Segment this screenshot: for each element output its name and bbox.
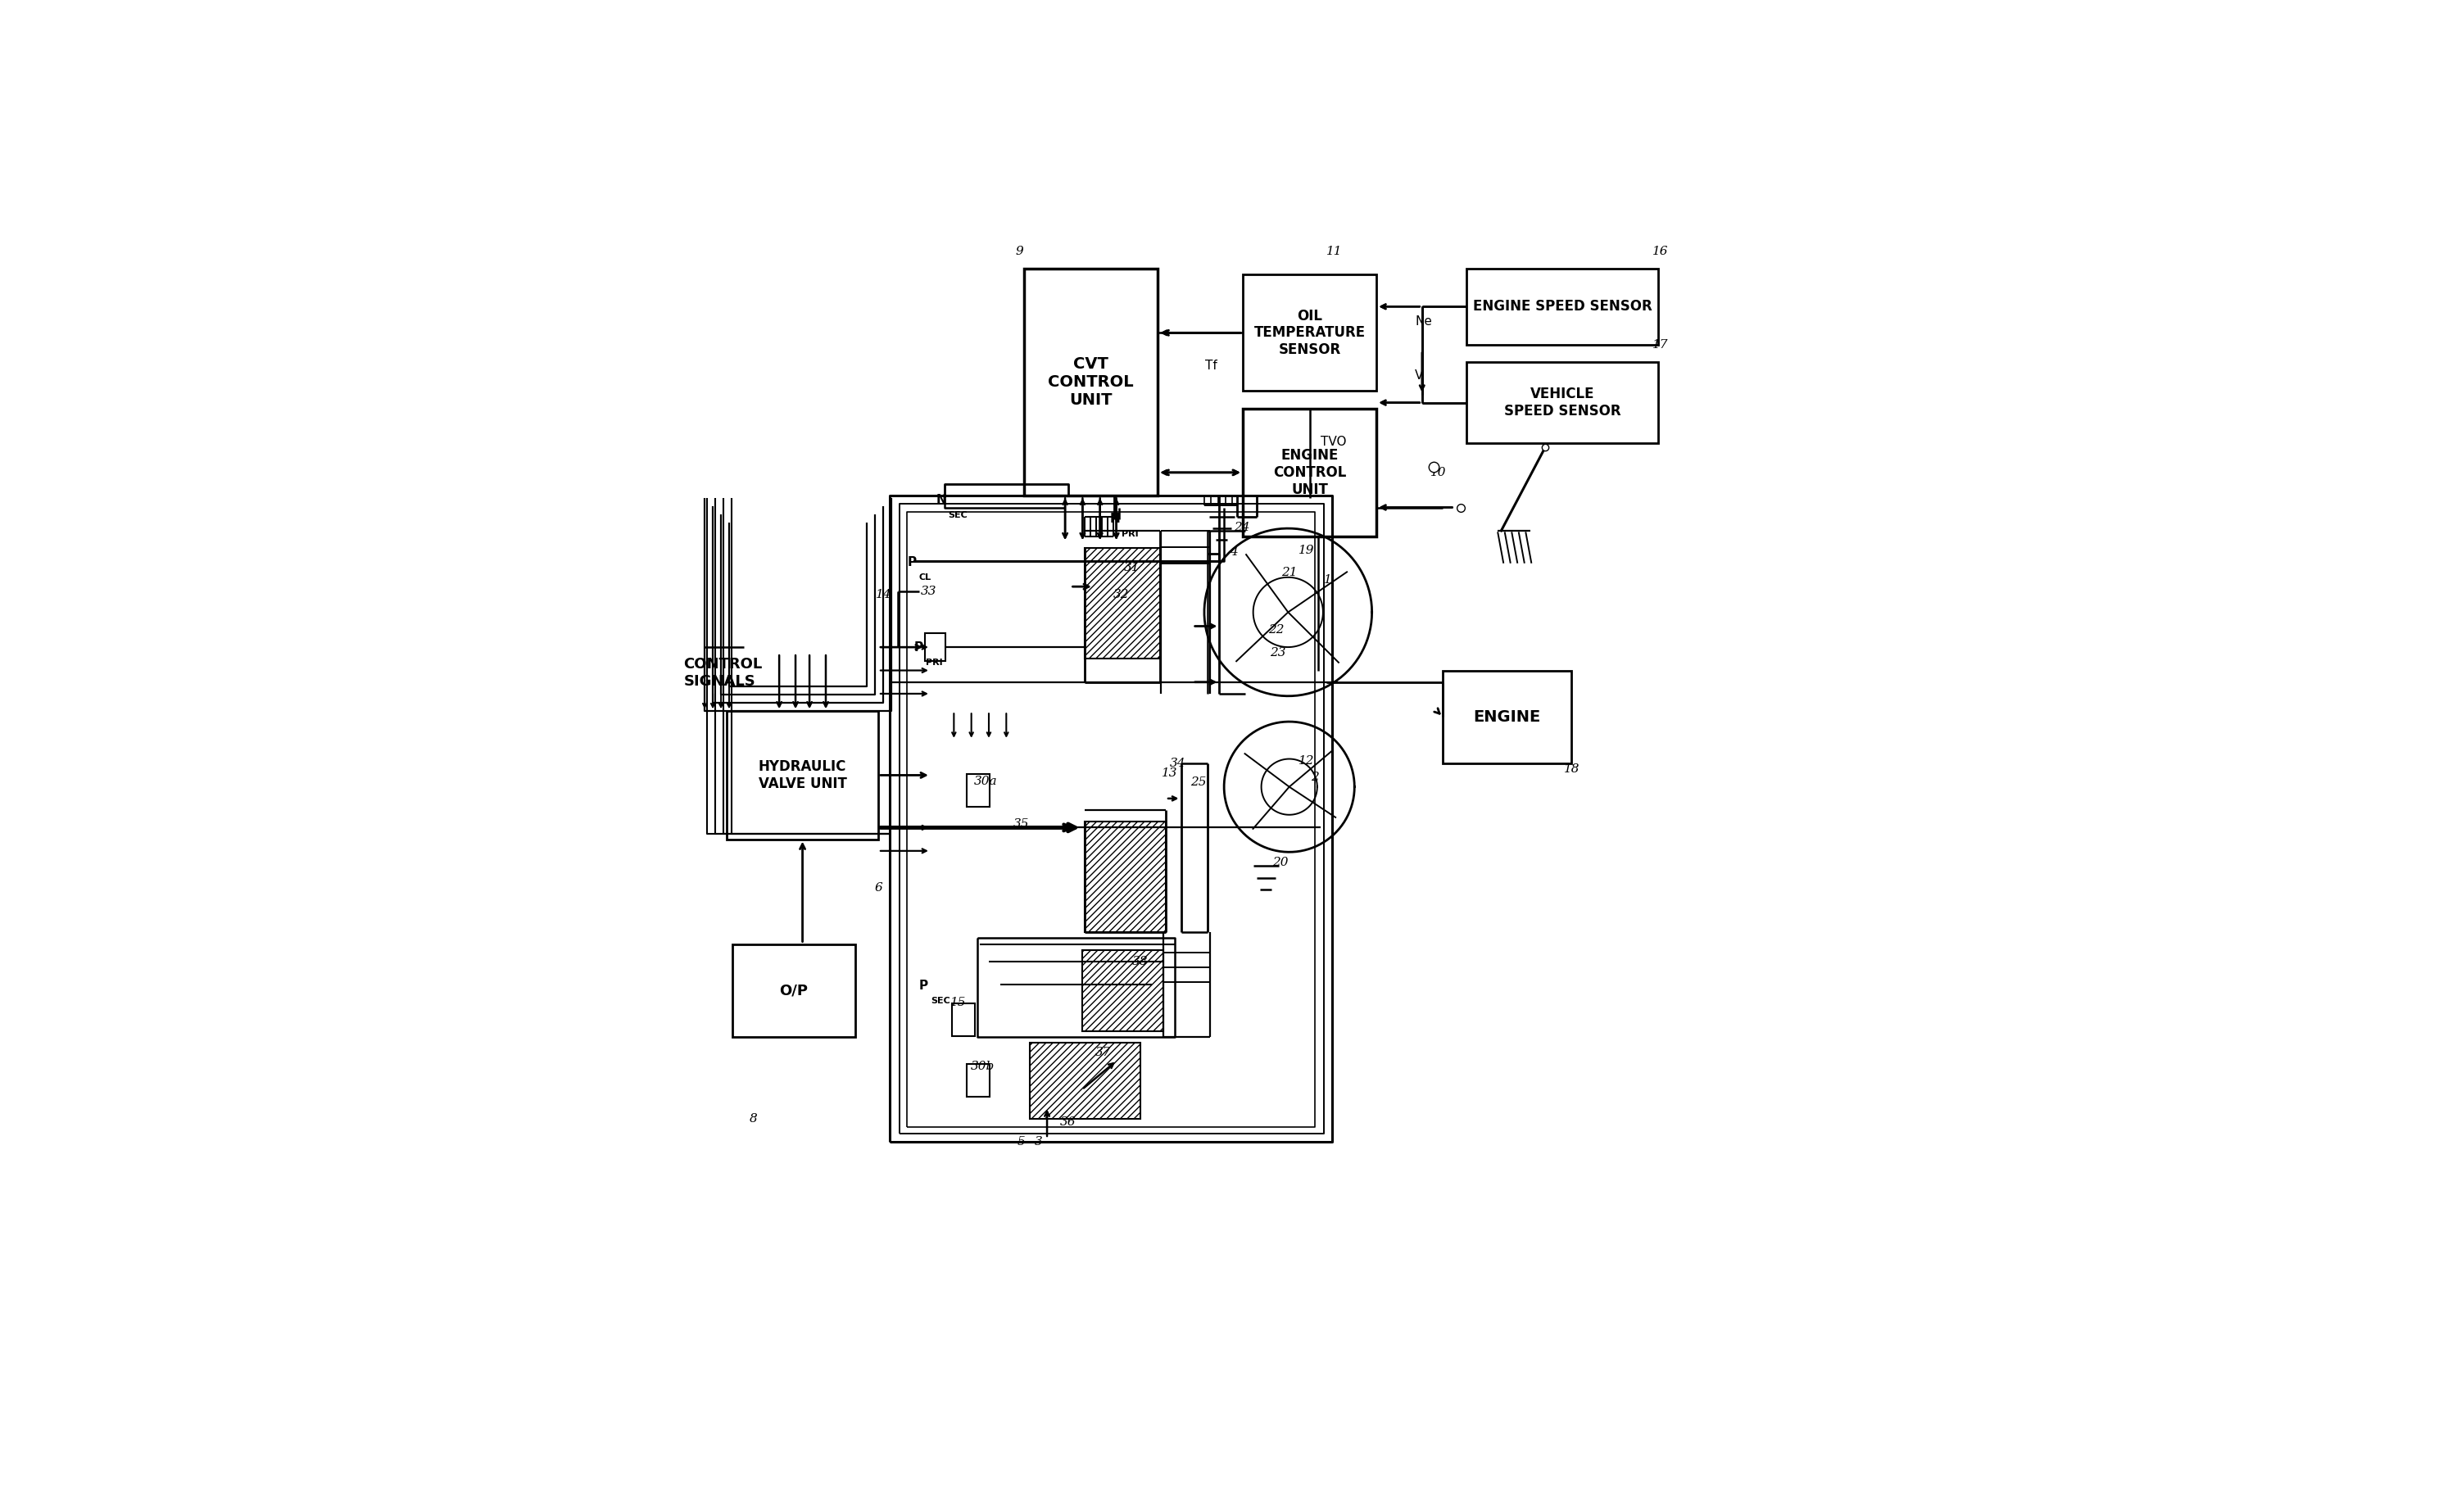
Bar: [726, 711, 878, 839]
Text: 5: 5: [1018, 1136, 1025, 1148]
Text: 22: 22: [1268, 624, 1285, 635]
Text: V: V: [1415, 370, 1425, 383]
Text: P: P: [907, 556, 917, 569]
Text: 19: 19: [1300, 544, 1314, 556]
Text: OIL
TEMPERATURE
SENSOR: OIL TEMPERATURE SENSOR: [1253, 308, 1366, 357]
Bar: [1084, 549, 1160, 659]
Text: CL: CL: [920, 573, 932, 582]
Text: PRI: PRI: [927, 658, 944, 667]
Bar: [1025, 269, 1157, 496]
Text: 35: 35: [1013, 818, 1030, 830]
Text: 31: 31: [1123, 562, 1140, 573]
Text: Ne: Ne: [1415, 314, 1432, 327]
Text: P: P: [920, 980, 927, 992]
Bar: [1081, 950, 1165, 1031]
Text: N: N: [1111, 513, 1121, 525]
Text: 13: 13: [1162, 767, 1177, 779]
Text: ENGINE: ENGINE: [1474, 709, 1540, 724]
Text: 10: 10: [1430, 467, 1447, 478]
Text: 24: 24: [1233, 522, 1251, 532]
Bar: [951, 1004, 976, 1036]
Text: 3: 3: [1035, 1136, 1042, 1148]
Bar: [1466, 269, 1658, 345]
Bar: [1030, 1043, 1140, 1119]
Text: 30b: 30b: [971, 1060, 996, 1072]
Text: 17: 17: [1653, 339, 1670, 351]
Text: SEC: SEC: [932, 996, 949, 1005]
Text: 16: 16: [1653, 245, 1670, 257]
Text: 8: 8: [750, 1113, 758, 1125]
Text: HYDRAULIC
VALVE UNIT: HYDRAULIC VALVE UNIT: [758, 759, 846, 791]
Text: 14: 14: [875, 590, 893, 600]
Bar: [1442, 670, 1572, 764]
Text: 36: 36: [1059, 1116, 1076, 1128]
Text: 1: 1: [1324, 575, 1331, 585]
Bar: [1466, 361, 1658, 443]
Text: 15: 15: [951, 996, 966, 1009]
Bar: [966, 774, 991, 806]
Text: 6: 6: [875, 883, 883, 894]
Text: 21: 21: [1282, 567, 1297, 579]
Text: O/P: O/P: [780, 983, 809, 998]
Text: 23: 23: [1270, 647, 1285, 659]
Text: Tf: Tf: [1206, 360, 1219, 372]
Text: 11: 11: [1327, 245, 1344, 257]
Text: 32: 32: [1113, 590, 1130, 600]
Text: ENGINE
CONTROL
UNIT: ENGINE CONTROL UNIT: [1273, 448, 1346, 497]
Bar: [924, 634, 946, 661]
Text: CONTROL
SIGNALS: CONTROL SIGNALS: [684, 656, 763, 688]
Text: PRI: PRI: [1121, 531, 1138, 538]
Text: 20: 20: [1273, 857, 1287, 868]
Bar: [1243, 275, 1376, 392]
Text: 33: 33: [920, 585, 937, 597]
Text: 25: 25: [1189, 777, 1206, 788]
Text: 2: 2: [1312, 771, 1319, 783]
Text: 30a: 30a: [973, 776, 998, 786]
Bar: [1084, 823, 1165, 933]
Text: 18: 18: [1564, 764, 1579, 776]
Text: CVT
CONTROL
UNIT: CVT CONTROL UNIT: [1047, 357, 1133, 408]
Text: 4: 4: [1228, 546, 1238, 558]
Text: 38: 38: [1133, 956, 1148, 968]
Text: VEHICLE
SPEED SENSOR: VEHICLE SPEED SENSOR: [1503, 387, 1621, 419]
Bar: [1243, 408, 1376, 537]
Bar: [733, 943, 856, 1037]
Text: TVO: TVO: [1322, 435, 1346, 449]
Bar: [966, 1064, 991, 1096]
Text: SEC: SEC: [949, 511, 969, 520]
Text: ENGINE SPEED SENSOR: ENGINE SPEED SENSOR: [1474, 299, 1653, 314]
Text: 12: 12: [1300, 756, 1314, 767]
Text: 37: 37: [1096, 1046, 1111, 1058]
Text: N: N: [937, 494, 946, 507]
Text: P: P: [915, 641, 924, 653]
Text: 9: 9: [1015, 245, 1022, 257]
Text: 34: 34: [1170, 758, 1184, 770]
